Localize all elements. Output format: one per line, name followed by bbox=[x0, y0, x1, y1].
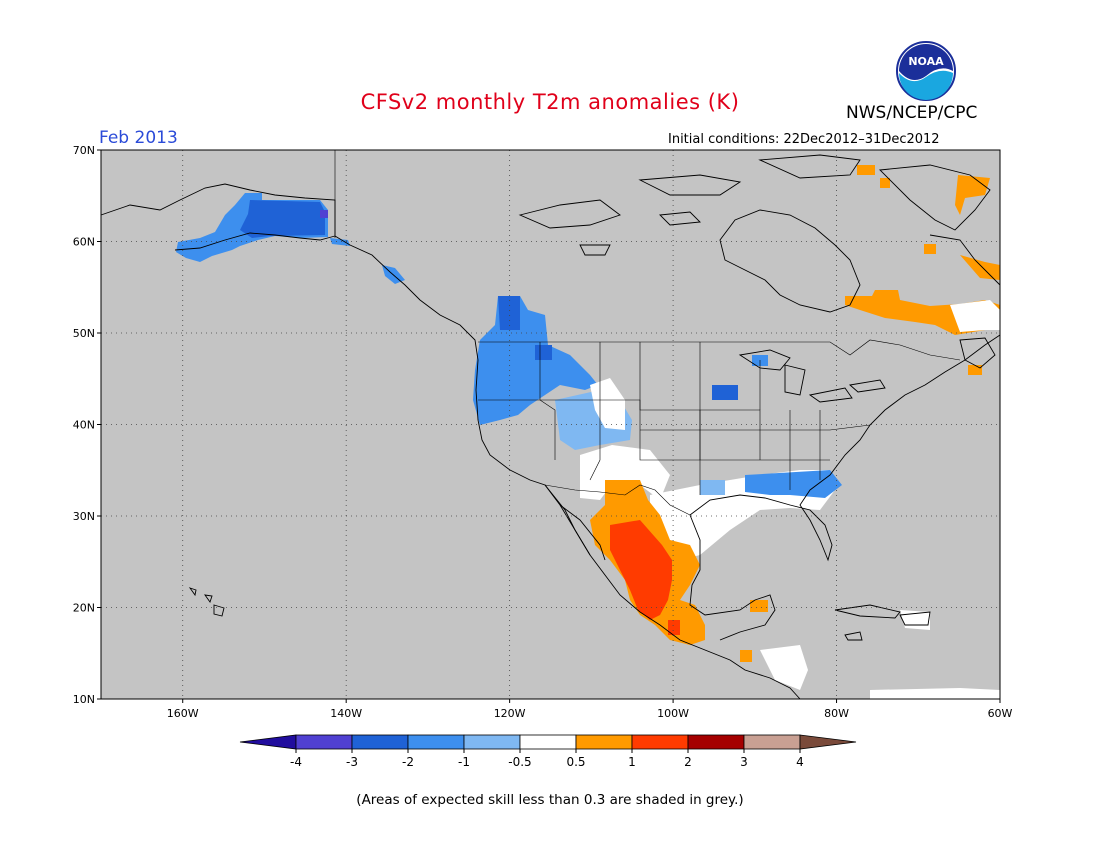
colorbar-box bbox=[743, 734, 801, 750]
colorbar-label: -2 bbox=[402, 755, 414, 769]
lon-label: 100W bbox=[657, 707, 689, 720]
political-borders bbox=[334, 150, 961, 516]
alaska-core-anomaly bbox=[320, 210, 328, 218]
wyoming-neutral bbox=[590, 378, 625, 430]
map-outlines bbox=[100, 154, 1001, 700]
central-america-neutral bbox=[760, 645, 808, 690]
arctic-warm-anomaly bbox=[857, 165, 875, 175]
coast-anomaly bbox=[330, 238, 350, 246]
lon-label: 120W bbox=[494, 707, 526, 720]
lon-label: 80W bbox=[824, 707, 849, 720]
yucatan-warm-anomaly bbox=[750, 600, 768, 612]
southeast-anomaly bbox=[745, 470, 842, 498]
colorbar-label: 4 bbox=[796, 755, 804, 769]
mexico-strong-warm-anomaly bbox=[610, 520, 672, 620]
colorbar-label: 3 bbox=[740, 755, 748, 769]
texas-light-anomaly bbox=[700, 480, 725, 495]
iowa-strong-anomaly bbox=[712, 385, 738, 400]
lat-label: 30N bbox=[73, 510, 95, 523]
lon-label: 160W bbox=[167, 707, 199, 720]
lat-label: 20N bbox=[73, 602, 95, 615]
lat-label: 10N bbox=[73, 693, 95, 706]
labrador-neutral bbox=[950, 300, 1000, 332]
colorbar-boxes bbox=[239, 734, 857, 750]
colorbar-arrow-low bbox=[239, 734, 297, 750]
colorbar-box bbox=[463, 734, 521, 750]
forecast-month: Feb 2013 bbox=[99, 128, 178, 148]
guatemala-warm-anomaly bbox=[740, 650, 752, 662]
lat-ticks bbox=[97, 149, 1001, 703]
lat-labels: 70N 60N 50N 40N 30N 20N 10N bbox=[73, 144, 95, 706]
colorbar-label: 1 bbox=[628, 755, 636, 769]
skill-footnote: (Areas of expected skill less than 0.3 a… bbox=[356, 792, 744, 808]
south-edge-neutral bbox=[870, 688, 1000, 699]
colorbar-box bbox=[687, 734, 745, 750]
idaho-strong-anomaly bbox=[535, 345, 552, 360]
agency-label: NWS/NCEP/CPC bbox=[846, 103, 978, 123]
hudson-warm-anomaly bbox=[924, 244, 936, 254]
lon-label: 60W bbox=[988, 707, 1013, 720]
colorbar-ticks: -4 -3 -2 -1 -0.5 0.5 1 2 3 4 bbox=[290, 749, 804, 769]
baffin-warm-anomaly bbox=[955, 175, 990, 215]
lat-label: 60N bbox=[73, 236, 95, 249]
lon-labels: 160W 140W 120W 100W 80W 60W bbox=[167, 707, 1013, 720]
logo-text: NOAA bbox=[908, 55, 944, 68]
colorbar-label: -0.5 bbox=[508, 755, 531, 769]
colorbar-arrow-high bbox=[799, 734, 857, 750]
noaa-logo: NOAA bbox=[896, 41, 956, 101]
colorbar-box bbox=[631, 734, 689, 750]
colorbar-box bbox=[351, 734, 409, 750]
colorbar-box bbox=[519, 734, 577, 750]
bc-strong-anomaly bbox=[498, 296, 520, 330]
anomaly-patches bbox=[176, 165, 1000, 699]
south-mexico-strong-warm bbox=[668, 620, 680, 635]
lon-label: 140W bbox=[330, 707, 362, 720]
colorbar-label: -1 bbox=[458, 755, 470, 769]
initial-conditions: Initial conditions: 22Dec2012–31Dec2012 bbox=[668, 132, 940, 147]
colorbar-label: 2 bbox=[684, 755, 692, 769]
colorbar-label: -3 bbox=[346, 755, 358, 769]
colorbar-box bbox=[407, 734, 465, 750]
lat-label: 50N bbox=[73, 327, 95, 340]
alaska-strong-anomaly bbox=[240, 200, 325, 238]
arctic-warm-anomaly-2 bbox=[880, 178, 890, 188]
labrador-warm-anomaly bbox=[960, 255, 1000, 280]
southwest-neutral bbox=[580, 445, 670, 500]
lat-label: 40N bbox=[73, 419, 95, 432]
colorbar-label: 0.5 bbox=[566, 755, 585, 769]
chart-title: CFSv2 monthly T2m anomalies (K) bbox=[360, 90, 740, 114]
lat-label: 70N bbox=[73, 144, 95, 157]
colorbar-box bbox=[295, 734, 353, 750]
colorbar-box bbox=[575, 734, 633, 750]
colorbar-label: -4 bbox=[290, 755, 302, 769]
